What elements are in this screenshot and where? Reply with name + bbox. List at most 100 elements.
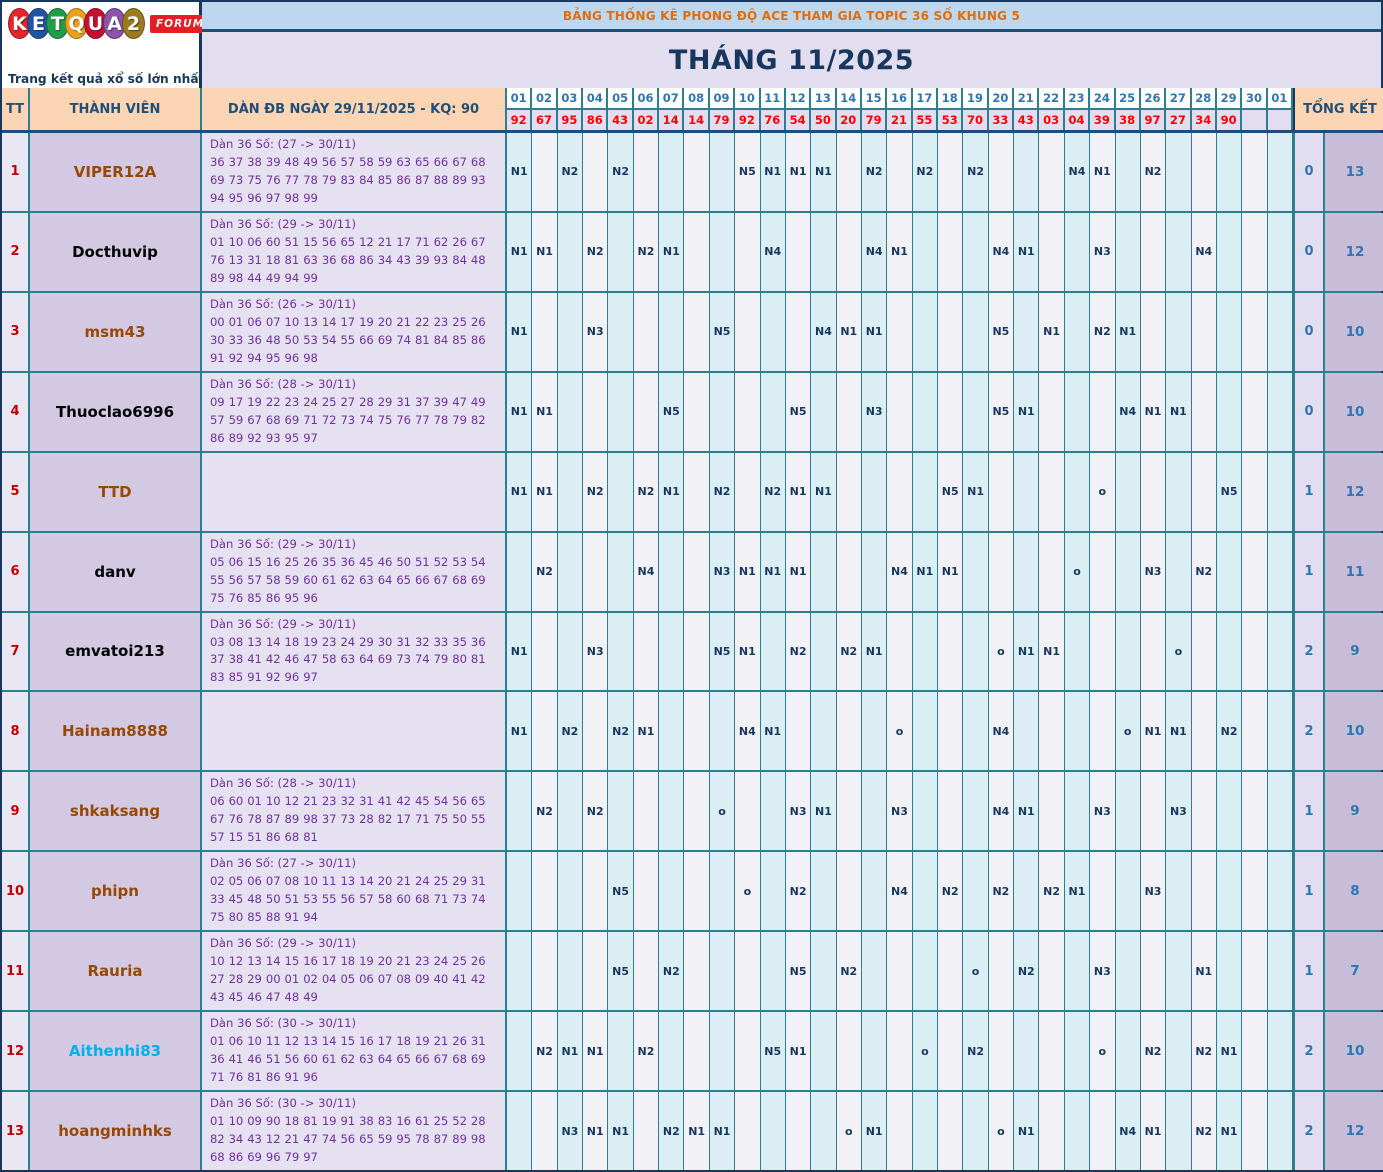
dan-info bbox=[202, 452, 507, 531]
grid-cell bbox=[1090, 1092, 1116, 1170]
grid-cell: N1 bbox=[912, 532, 939, 611]
grid-cell: N3 bbox=[557, 1092, 584, 1170]
day-cells: N1 N1 N5 N5 N3 N5 N1 N4 N1 N1 bbox=[507, 372, 1295, 451]
grid-cell: N5 bbox=[988, 372, 1015, 451]
grid-cell bbox=[1039, 372, 1065, 451]
day-header-cell: 10 bbox=[735, 88, 761, 108]
grid-cell bbox=[760, 612, 786, 691]
grid-cell bbox=[735, 932, 761, 1011]
grid-cell bbox=[608, 772, 634, 851]
grid-cell bbox=[938, 1012, 964, 1091]
grid-cell: N2 bbox=[963, 133, 989, 211]
grid-cell: N5 bbox=[608, 932, 634, 1011]
member-name: phipn bbox=[30, 852, 202, 931]
grid-cell: N3 bbox=[1090, 932, 1116, 1011]
day-header-cell: 13 bbox=[811, 88, 837, 108]
grid-cell: N1 bbox=[785, 452, 812, 531]
grid-cell bbox=[1166, 532, 1192, 611]
grid-cell bbox=[912, 212, 939, 291]
day-cells: N2 N4 N3 N1 N1 N1 N4 N1 N1 o N3 N2 bbox=[507, 532, 1295, 611]
grid-cell bbox=[836, 452, 862, 531]
grid-cell: N2 bbox=[608, 692, 634, 771]
grid-cell bbox=[1115, 612, 1141, 691]
day-header-cell: 14 bbox=[837, 88, 862, 108]
summary-score: 12 bbox=[1325, 212, 1383, 291]
grid-cell bbox=[608, 372, 634, 451]
grid-cell bbox=[608, 1012, 634, 1091]
grid-cell bbox=[684, 772, 710, 851]
summary-cells: 0 10 bbox=[1295, 372, 1383, 451]
grid-cell: N1 bbox=[608, 1092, 634, 1170]
kq-header: 92 67 95 86 43 02 14 14 79 92 76 54 50 20 79 21 55 53 70 33… bbox=[507, 109, 1293, 130]
kq-header-cell: 04 bbox=[1065, 109, 1091, 130]
grid-cell: N5 bbox=[938, 452, 964, 531]
summary-miss: 2 bbox=[1295, 612, 1325, 691]
header-tt: TT bbox=[2, 88, 30, 130]
summary-score: 7 bbox=[1325, 932, 1383, 1011]
grid-cell: N2 bbox=[633, 452, 660, 531]
grid-cell: N1 bbox=[861, 612, 888, 691]
grid-cell: N1 bbox=[1140, 1092, 1167, 1170]
grid-cell bbox=[887, 932, 913, 1011]
dan-info: Dàn 36 Số: (27 -> 30/11) 02 05 06 07 08 1… bbox=[202, 852, 507, 931]
grid-cell: o bbox=[1166, 612, 1192, 691]
summary-miss: 1 bbox=[1295, 932, 1325, 1011]
member-name: emvatoi213 bbox=[30, 612, 202, 691]
member-name: danv bbox=[30, 532, 202, 611]
grid-cell bbox=[861, 452, 888, 531]
grid-cell bbox=[608, 532, 634, 611]
grid-cell bbox=[836, 133, 862, 211]
grid-cell bbox=[1166, 1012, 1192, 1091]
kq-header-cell: 33 bbox=[989, 109, 1015, 130]
grid-cell bbox=[1140, 212, 1167, 291]
grid-cell bbox=[1191, 452, 1217, 531]
grid-cell: N2 bbox=[1039, 852, 1065, 931]
grid-cell bbox=[1064, 1012, 1091, 1091]
grid-cell: N2 bbox=[608, 133, 634, 211]
grid-cell bbox=[811, 532, 837, 611]
grid-cell bbox=[1267, 212, 1293, 291]
grid-cell bbox=[583, 852, 609, 931]
grid-cell bbox=[557, 852, 584, 931]
grid-cell bbox=[938, 1092, 964, 1170]
grid-cell bbox=[1267, 692, 1293, 771]
grid-cell: N3 bbox=[1090, 212, 1116, 291]
member-name: Thuoclao6996 bbox=[30, 372, 202, 451]
grid-cell bbox=[507, 772, 533, 851]
grid-cell bbox=[684, 932, 710, 1011]
tt-number: 2 bbox=[2, 212, 30, 291]
summary-score: 10 bbox=[1325, 372, 1383, 451]
kq-header-cell: 92 bbox=[735, 109, 761, 130]
grid-cell bbox=[1267, 452, 1293, 531]
day-header-cell: 02 bbox=[532, 88, 558, 108]
summary-miss: 2 bbox=[1295, 692, 1325, 771]
grid-cell: N3 bbox=[709, 532, 736, 611]
dan-info: Dàn 36 Số: (29 -> 30/11) 03 08 13 14 18 1… bbox=[202, 612, 507, 691]
grid-cell bbox=[938, 372, 964, 451]
grid-cell bbox=[1267, 532, 1293, 611]
grid-cell bbox=[1039, 1092, 1065, 1170]
grid-cell: N4 bbox=[1191, 212, 1217, 291]
grid-cell: N2 bbox=[557, 133, 584, 211]
grid-cell bbox=[1242, 372, 1268, 451]
grid-cell bbox=[1242, 692, 1268, 771]
grid-cell bbox=[507, 932, 533, 1011]
grid-cell bbox=[557, 612, 584, 691]
grid-cell: N2 bbox=[760, 452, 786, 531]
grid-cell bbox=[557, 212, 584, 291]
header-member: THÀNH VIÊN bbox=[30, 88, 202, 130]
grid-cell bbox=[811, 612, 837, 691]
day-header-cell: 18 bbox=[938, 88, 964, 108]
summary-score: 9 bbox=[1325, 772, 1383, 851]
grid-cell: N2 bbox=[659, 1092, 685, 1170]
grid-cell: N1 bbox=[836, 292, 862, 371]
summary-miss: 0 bbox=[1295, 133, 1325, 211]
grid-cell: o bbox=[709, 772, 736, 851]
logo-letter: T bbox=[46, 8, 69, 39]
grid-cell bbox=[811, 692, 837, 771]
grid-cell: N1 bbox=[1039, 292, 1065, 371]
